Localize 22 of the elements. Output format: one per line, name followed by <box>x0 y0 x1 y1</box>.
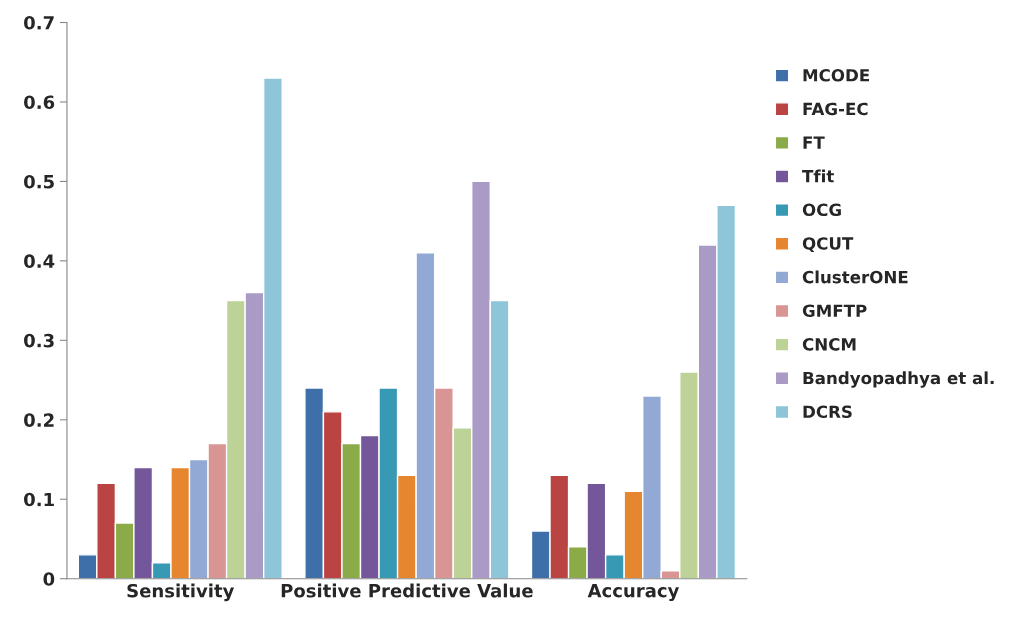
legend-label: GMFTP <box>802 304 867 318</box>
x-tick-label: Sensitivity <box>127 583 235 602</box>
legend-label: FT <box>803 136 825 149</box>
legend-label: DCRS <box>803 405 852 419</box>
y-tick-label: 0.2 <box>24 413 54 427</box>
legend-label: QCUT <box>802 237 854 252</box>
y-tick-label: 0.1 <box>24 492 54 507</box>
legend-label: Tfit <box>802 169 834 183</box>
legend-label: OCG <box>802 203 841 217</box>
y-tick-label: 0 <box>43 572 55 586</box>
y-tick-label: 0.4 <box>24 254 55 268</box>
x-tick-label: Accuracy <box>587 583 680 602</box>
y-tick-label: 0.3 <box>24 333 54 348</box>
y-tick-label: 0.7 <box>24 15 54 30</box>
legend-label: MCODE <box>803 69 869 82</box>
legend-label: CNCM <box>802 338 856 351</box>
y-tick-label: 0.5 <box>24 174 54 189</box>
y-tick-label: 0.6 <box>24 95 55 110</box>
legend-label: Bandyopadhya et al. <box>803 371 994 388</box>
legend-label: ClusterONE <box>802 270 908 284</box>
legend-label: FAG-EC <box>803 102 868 116</box>
x-tick-label: Positive Predictive Value <box>281 583 533 598</box>
